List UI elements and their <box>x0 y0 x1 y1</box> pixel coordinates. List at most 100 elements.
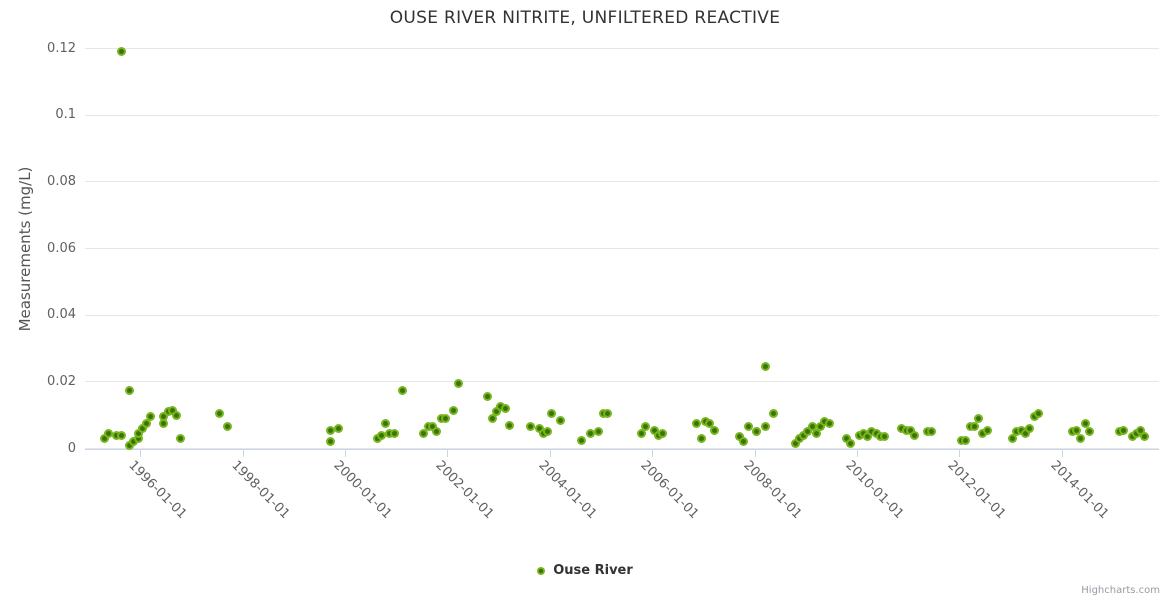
data-point[interactable] <box>159 412 169 422</box>
x-tick-label: 2002-01-01 <box>432 457 497 522</box>
data-point[interactable] <box>692 419 702 428</box>
data-point[interactable] <box>372 434 382 443</box>
data-point[interactable] <box>398 385 408 395</box>
data-point[interactable] <box>1080 419 1090 428</box>
data-point[interactable] <box>159 419 169 428</box>
data-point[interactable] <box>799 430 809 440</box>
data-point[interactable] <box>807 422 817 432</box>
data-point[interactable] <box>1127 432 1137 442</box>
data-point[interactable] <box>432 427 442 437</box>
data-point[interactable] <box>760 362 770 372</box>
data-point[interactable] <box>863 432 873 442</box>
data-point[interactable] <box>483 392 493 402</box>
data-point[interactable] <box>803 427 813 437</box>
data-point[interactable] <box>824 419 834 428</box>
data-point[interactable] <box>752 427 762 437</box>
data-point[interactable] <box>389 429 399 438</box>
data-point[interactable] <box>816 422 826 432</box>
data-point[interactable] <box>961 435 971 445</box>
data-point[interactable] <box>543 427 553 437</box>
data-point[interactable] <box>172 410 182 420</box>
data-point[interactable] <box>846 439 856 448</box>
data-point[interactable] <box>176 434 186 443</box>
data-point[interactable] <box>325 437 335 447</box>
data-point[interactable] <box>602 409 612 418</box>
data-point[interactable] <box>594 427 604 437</box>
data-point[interactable] <box>769 409 779 418</box>
data-point[interactable] <box>142 419 152 428</box>
data-point[interactable] <box>649 425 659 435</box>
data-point[interactable] <box>526 422 536 432</box>
data-point[interactable] <box>978 429 988 438</box>
data-point[interactable] <box>585 429 595 438</box>
data-point[interactable] <box>453 379 463 388</box>
data-point[interactable] <box>705 419 715 428</box>
data-point[interactable] <box>428 422 437 432</box>
data-point[interactable] <box>125 385 135 395</box>
data-point[interactable] <box>1033 409 1043 418</box>
data-point[interactable] <box>534 424 544 433</box>
data-point[interactable] <box>223 422 233 432</box>
data-point[interactable] <box>547 409 557 418</box>
data-point[interactable] <box>376 430 386 440</box>
data-point[interactable] <box>577 435 587 445</box>
data-point[interactable] <box>1136 425 1146 435</box>
data-point[interactable] <box>841 434 851 443</box>
data-point[interactable] <box>735 432 745 442</box>
data-point[interactable] <box>334 424 344 433</box>
data-point[interactable] <box>325 425 335 435</box>
x-tick-label: 1998-01-01 <box>228 457 293 522</box>
data-point[interactable] <box>760 422 770 432</box>
data-point[interactable] <box>555 415 565 425</box>
data-point[interactable] <box>743 422 753 432</box>
data-point[interactable] <box>1076 434 1086 443</box>
data-point[interactable] <box>116 430 126 440</box>
data-point[interactable] <box>1029 412 1039 422</box>
data-point[interactable] <box>1072 425 1082 435</box>
data-point[interactable] <box>811 429 821 438</box>
data-point[interactable] <box>487 414 497 423</box>
data-point[interactable] <box>1008 434 1018 443</box>
data-point[interactable] <box>1084 427 1094 437</box>
highcharts-credit[interactable]: Highcharts.com <box>1081 585 1160 596</box>
data-point[interactable] <box>709 425 719 435</box>
data-point[interactable] <box>641 422 651 432</box>
data-point[interactable] <box>146 412 156 422</box>
data-point[interactable] <box>1025 424 1035 433</box>
x-tick-mark <box>345 449 347 457</box>
data-point[interactable] <box>125 440 135 450</box>
data-point[interactable] <box>440 414 450 423</box>
data-point[interactable] <box>129 437 139 447</box>
data-point[interactable] <box>133 429 143 438</box>
data-point[interactable] <box>137 424 147 433</box>
data-point[interactable] <box>905 425 915 435</box>
x-tick-label: 2010-01-01 <box>842 457 907 522</box>
data-point[interactable] <box>910 430 920 440</box>
data-point[interactable] <box>504 420 514 430</box>
data-point[interactable] <box>880 432 890 442</box>
data-point[interactable] <box>491 407 501 417</box>
data-point[interactable] <box>116 47 126 57</box>
data-point[interactable] <box>1140 432 1150 442</box>
data-point[interactable] <box>381 419 391 428</box>
data-point[interactable] <box>696 434 706 443</box>
data-point[interactable] <box>1119 425 1129 435</box>
data-point[interactable] <box>419 429 429 438</box>
data-point[interactable] <box>637 429 647 438</box>
data-point[interactable] <box>969 422 979 432</box>
data-point[interactable] <box>133 434 143 443</box>
data-point[interactable] <box>790 439 800 448</box>
data-point[interactable] <box>1020 429 1030 438</box>
legend-item-ouse-river[interactable]: Ouse River <box>553 563 633 578</box>
data-point[interactable] <box>167 405 177 415</box>
data-point[interactable] <box>739 437 749 447</box>
data-point[interactable] <box>927 427 937 437</box>
data-point[interactable] <box>658 429 668 438</box>
data-point[interactable] <box>500 404 510 413</box>
data-point[interactable] <box>99 434 109 443</box>
data-point[interactable] <box>982 425 992 435</box>
data-point[interactable] <box>214 409 224 418</box>
data-point[interactable] <box>449 405 459 415</box>
data-point[interactable] <box>103 429 113 438</box>
data-point[interactable] <box>974 414 984 423</box>
